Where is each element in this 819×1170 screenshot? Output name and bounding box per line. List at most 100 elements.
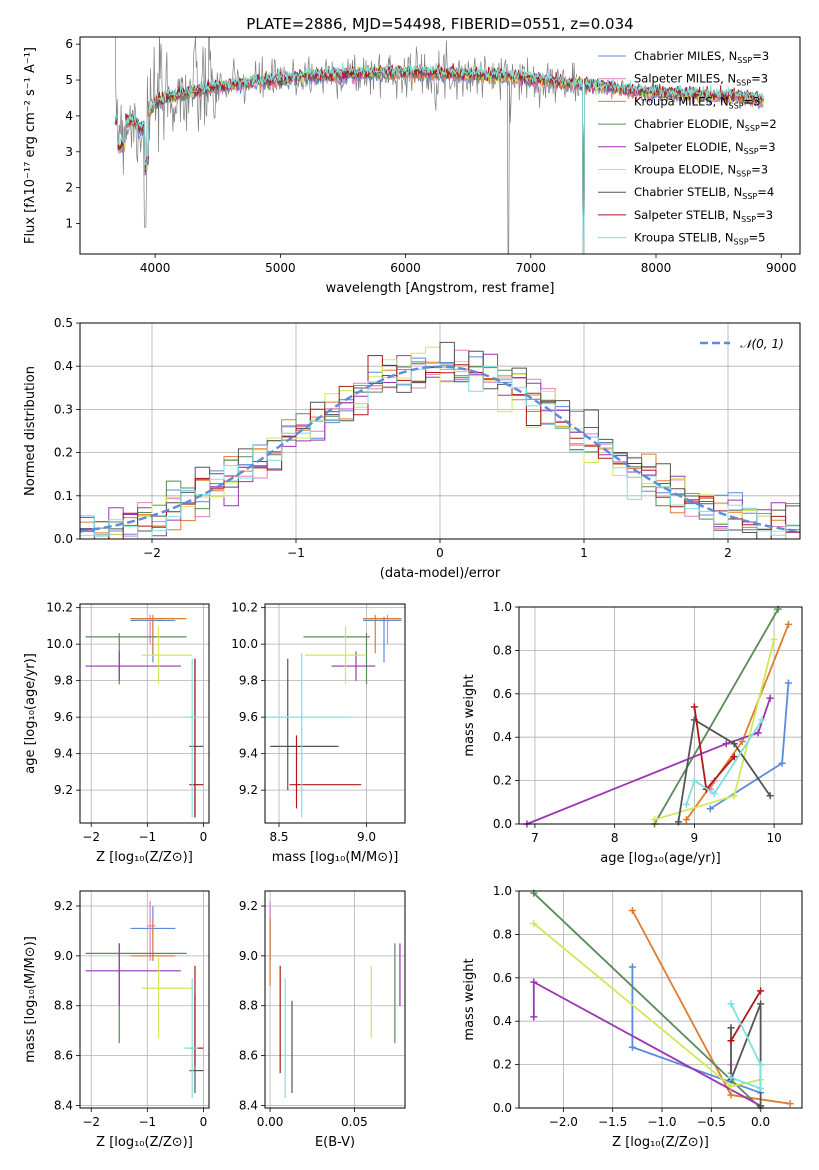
- weight-marker: [757, 1061, 765, 1069]
- y-tick-label: 9.4: [239, 747, 258, 761]
- mass_vs_Z-frame: [79, 890, 210, 1109]
- y-tick-label: 0.0: [54, 532, 73, 546]
- y-tick-label: 9.0: [54, 949, 73, 963]
- x-tick-label: 10: [766, 831, 781, 845]
- weight-line: [730, 1003, 762, 1090]
- weight-marker: [727, 1024, 735, 1032]
- y-axis-label: mass [log₁₀(M/M⊙)]: [23, 936, 38, 1063]
- legend-label: Salpeter ELODIE, NSSP=3: [634, 140, 776, 156]
- mass_vs_Z-axes: −2 −1 0 8.4 8.6 8.8 9.0 9.2 Z [log₁₀(Z/Z⊙)] mass …: [23, 891, 209, 1150]
- y-tick-label: 9.2: [239, 899, 258, 913]
- mass_vs_EBV-points: [269, 900, 401, 1099]
- weight-marker: [757, 1000, 765, 1008]
- weight-marker: [757, 987, 765, 995]
- residual-histograms: [79, 341, 801, 540]
- x-axis-label: mass [log₁₀(M/M⊙)]: [272, 850, 399, 865]
- x-tick-label: −2: [143, 546, 161, 560]
- x-tick-label: 8000: [641, 261, 672, 275]
- y-tick-label: 0.5: [54, 316, 73, 330]
- weight-line: [533, 892, 762, 1109]
- mass_vs_Z-points: [85, 900, 204, 1099]
- mass_vs_EBV-frame: [264, 890, 406, 1109]
- weight-line: [533, 922, 761, 1088]
- weight-marker: [530, 1013, 538, 1021]
- weight_vs_Z-axes: −2.0 −1.5 −1.0 −0.5 0.0 0.0 0.2 0.4 0.6 0.8 1.0 Z […: [462, 884, 802, 1150]
- weight_vs_age-frame: [518, 606, 803, 825]
- y-tick-label: 0.6: [493, 687, 512, 701]
- legend-label: Chabrier MILES, NSSP=3: [634, 49, 769, 65]
- weight-marker: [727, 1000, 735, 1008]
- y-tick-label: 8.4: [54, 1099, 73, 1113]
- weight-marker: [628, 907, 636, 915]
- x-tick-label: −2.0: [549, 1115, 578, 1129]
- y-axis-label: Flux [fλ10⁻¹⁷ erg cm⁻² s⁻¹ A⁻¹]: [23, 47, 38, 244]
- y-tick-label: 0.8: [493, 927, 512, 941]
- y-tick-label: 9.4: [54, 747, 73, 761]
- x-tick-label: 0.0: [751, 1115, 770, 1129]
- y-tick-label: 2: [65, 181, 73, 195]
- weight-marker: [766, 792, 774, 800]
- weight-marker: [727, 1037, 735, 1045]
- weight-marker: [757, 1084, 765, 1092]
- weight-marker: [682, 800, 690, 808]
- x-tick-label: 0: [200, 830, 208, 844]
- x-axis-label: age [log₁₀(age/yr)]: [600, 851, 721, 866]
- y-tick-label: 0.0: [493, 817, 512, 831]
- y-tick-label: 10.0: [46, 637, 73, 651]
- y-axis-label: age [log₁₀(age/yr)]: [23, 653, 38, 774]
- y-tick-label: 0.2: [54, 446, 73, 460]
- residuals-frame: [79, 322, 801, 540]
- spectrum-model-line: [114, 62, 764, 254]
- weight-marker: [786, 1100, 794, 1108]
- spectrum-frame: [79, 36, 801, 255]
- y-tick-label: 9.2: [54, 783, 73, 797]
- weight-marker: [758, 716, 766, 724]
- weight-marker: [628, 963, 636, 971]
- weight-marker: [727, 1074, 735, 1082]
- residuals-axes: −2 −1 0 1 2 0.0 0.1 0.2 0.3 0.4 0.5 (data-model)/er…: [23, 316, 800, 581]
- y-tick-label: 4: [65, 109, 73, 123]
- y-tick-label: 0.8: [493, 643, 512, 657]
- weight-marker: [727, 1091, 735, 1099]
- legend-label: 𝒩(0, 1): [740, 337, 784, 351]
- y-axis-label: Normed distribution: [23, 366, 38, 496]
- legend-label: Salpeter MILES, NSSP=3: [634, 72, 768, 88]
- age_vs_mass-axes: 8.5 9.0 9.2 9.4 9.6 9.8 10.0 10.2 mass [log₁₀(M/…: [231, 601, 405, 865]
- y-tick-label: 9.6: [54, 710, 73, 724]
- weight-line: [730, 1003, 762, 1106]
- age_vs_Z-axes: −2 −1 0 9.2 9.4 9.6 9.8 10.0 10.2 Z [log₁₀(Z/Z⊙)]…: [23, 601, 209, 865]
- y-tick-label: 0.4: [54, 359, 73, 373]
- weight-marker: [784, 620, 792, 628]
- y-tick-label: 9.0: [239, 949, 258, 963]
- weight-marker: [754, 729, 762, 737]
- y-tick-label: 8.6: [239, 1049, 258, 1063]
- weight-marker: [730, 753, 738, 761]
- x-tick-label: 0: [200, 1115, 208, 1129]
- weight-marker: [530, 920, 538, 928]
- weight-marker: [710, 790, 718, 798]
- y-axis-label: mass weight: [462, 958, 477, 1040]
- x-tick-label: −2: [82, 1115, 100, 1129]
- y-tick-label: 6: [65, 37, 73, 51]
- normal-curve: [79, 365, 801, 533]
- y-tick-label: 5: [65, 73, 73, 87]
- x-tick-label: 1: [580, 546, 588, 560]
- weight-line: [677, 718, 771, 822]
- y-tick-label: 10.2: [231, 601, 258, 615]
- weight-marker: [730, 792, 738, 800]
- x-tick-label: 7: [531, 831, 539, 845]
- y-tick-label: 9.2: [239, 783, 258, 797]
- y-tick-label: 0.6: [493, 971, 512, 985]
- weight-marker: [766, 694, 774, 702]
- weight-marker: [770, 636, 778, 644]
- x-axis-label: Z [log₁₀(Z/Z⊙)]: [96, 850, 193, 865]
- y-tick-label: 9.6: [239, 710, 258, 724]
- y-tick-label: 9.8: [239, 674, 258, 688]
- weight-marker: [706, 805, 714, 813]
- x-tick-label: 5000: [265, 261, 296, 275]
- x-tick-label: −1.5: [598, 1115, 627, 1129]
- figure-title: PLATE=2886, MJD=54498, FIBERID=0551, z=0…: [246, 15, 633, 33]
- y-axis-label: mass weight: [462, 674, 477, 756]
- weight-line: [685, 719, 763, 805]
